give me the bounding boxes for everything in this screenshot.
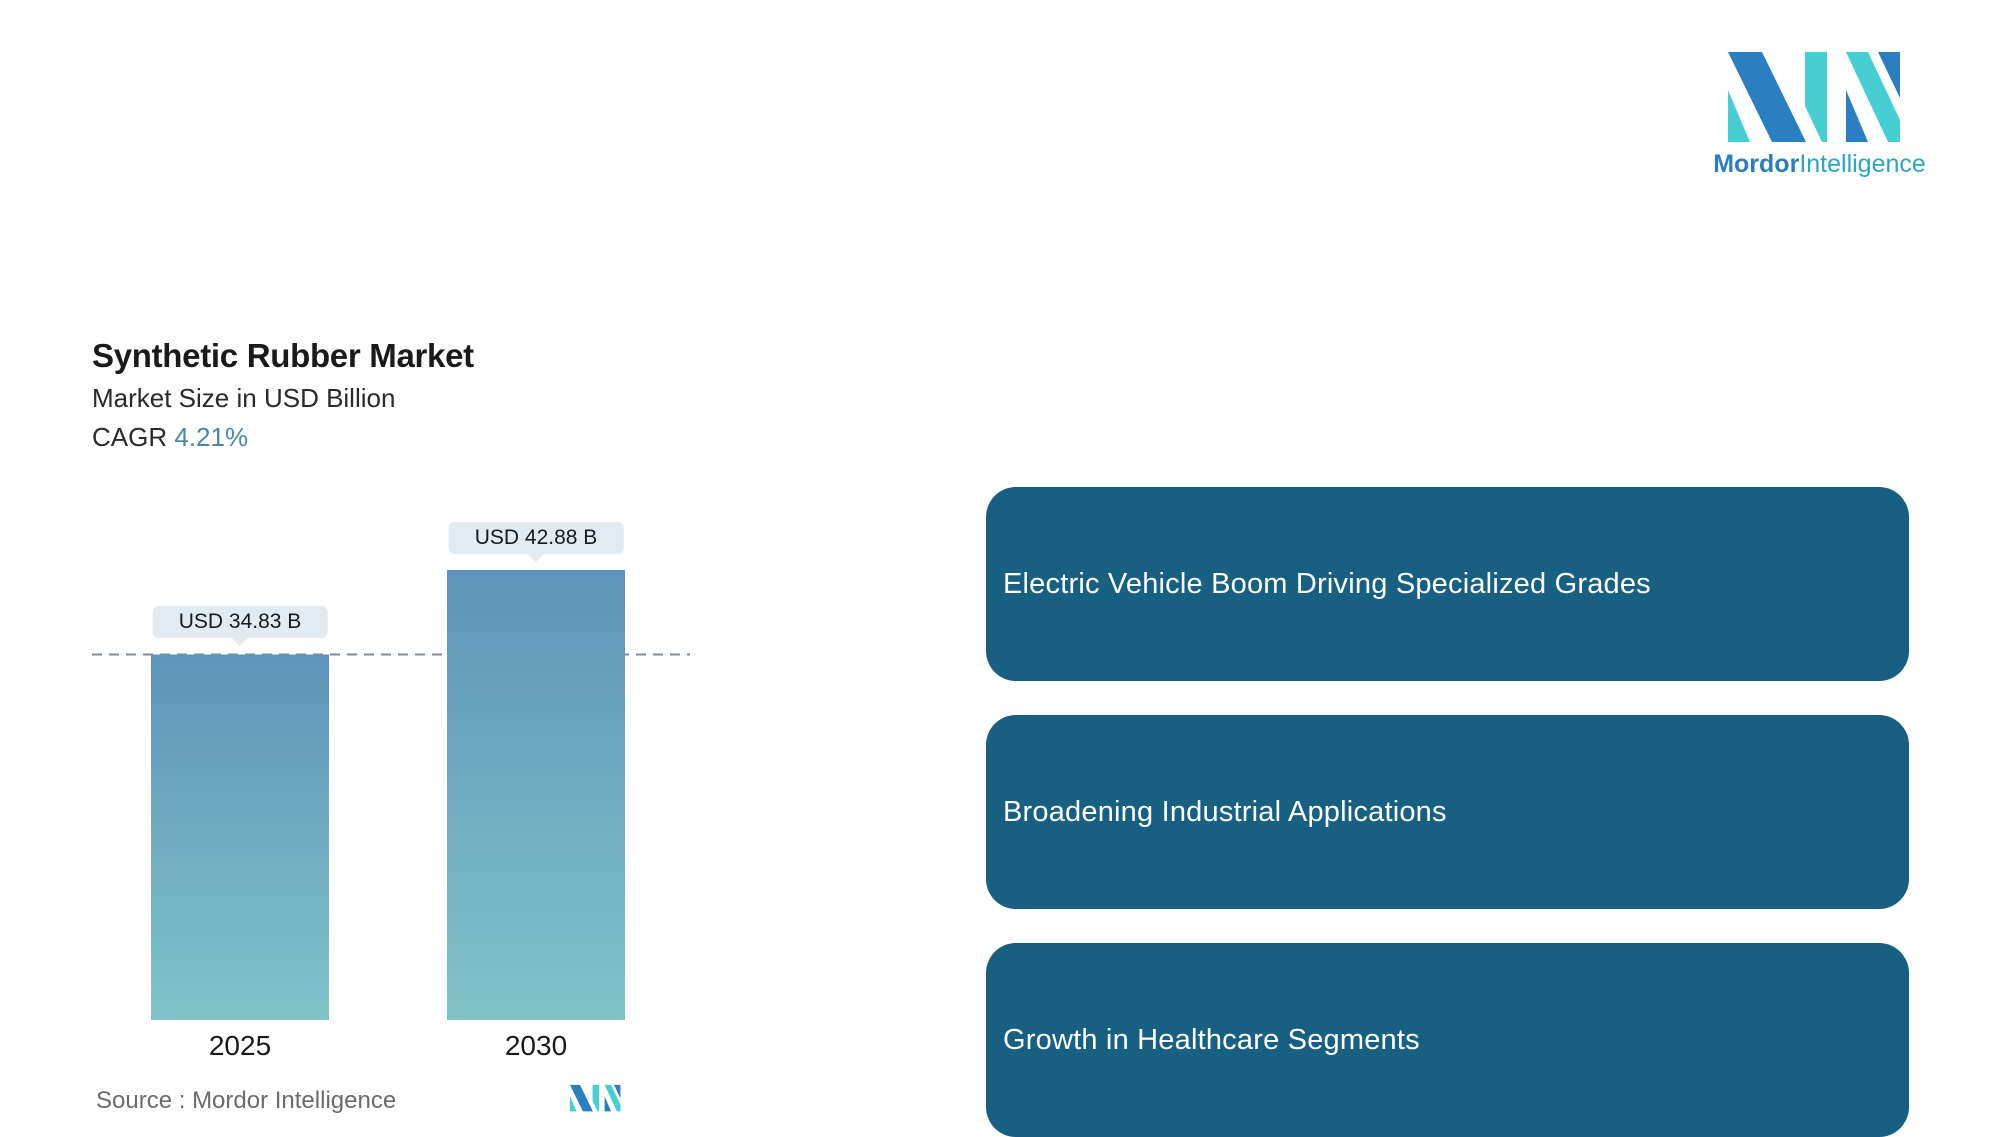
- cagr-line: CAGR 4.21%: [92, 418, 474, 456]
- chart-subtitle: Market Size in USD Billion: [92, 383, 396, 413]
- chart-title: Synthetic Rubber Market: [92, 337, 474, 374]
- bar-value-label-2025: USD 34.83 B: [152, 606, 328, 647]
- driver-card-1: Electric Vehicle Boom Driving Specialize…: [986, 487, 1909, 681]
- x-tick-2030: 2030: [504, 1030, 568, 1061]
- brand-logo: MordorIntelligence: [1712, 50, 1927, 185]
- source-label: Source :: [96, 1087, 186, 1114]
- x-tick-2025: 2025: [208, 1030, 272, 1061]
- driver-card-2: Broadening Industrial Applications: [986, 715, 1909, 909]
- mordor-intelligence-logo-icon: [1728, 52, 1900, 142]
- logo-brand-light: Intelligence: [1799, 150, 1926, 178]
- bar-2025: [151, 654, 329, 1020]
- cagr-value: 4.21%: [174, 422, 249, 452]
- logo-wordmark: MordorIntelligence: [1712, 150, 1927, 179]
- source-value: Mordor Intelligence: [192, 1087, 397, 1114]
- bar-value-label-2030: USD 42.88 B: [448, 522, 624, 562]
- logo-brand-bold: Mordor: [1713, 150, 1800, 178]
- driver-card-text: Electric Vehicle Boom Driving Specialize…: [1003, 567, 1651, 600]
- cagr-label: CAGR: [92, 422, 168, 452]
- source-logo-icon: [570, 1084, 624, 1119]
- chart-header: Synthetic Rubber Market Market Size in U…: [92, 334, 474, 456]
- driver-card-text: Growth in Healthcare Segments: [1003, 1023, 1420, 1056]
- driver-card-text: Broadening Industrial Applications: [1003, 795, 1447, 828]
- driver-card-3: Growth in Healthcare Segments: [986, 943, 1909, 1137]
- bar-2030: [447, 570, 625, 1020]
- source-note: Source : Mordor Intelligence: [96, 1087, 396, 1115]
